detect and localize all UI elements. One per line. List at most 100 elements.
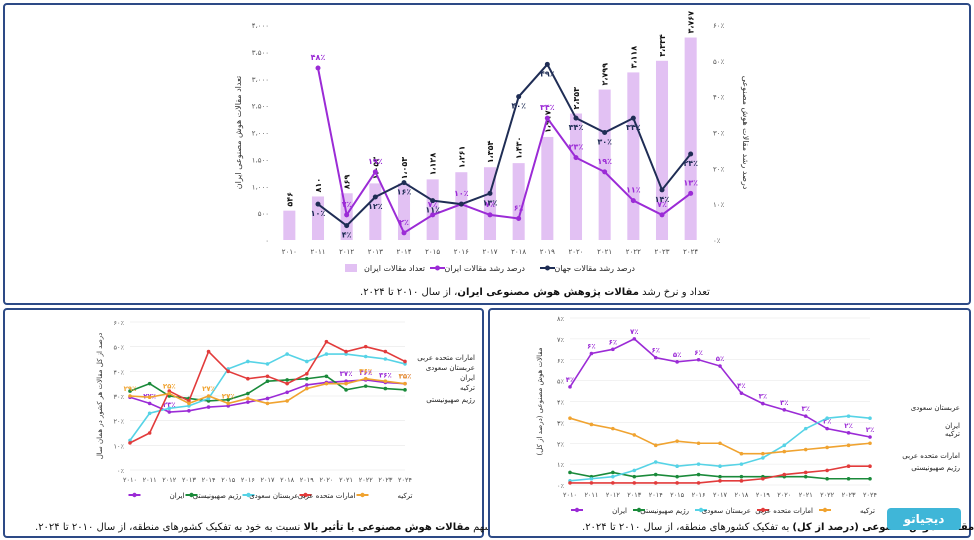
series-end-label: ترکیه <box>945 430 960 438</box>
series-point <box>632 433 637 437</box>
x-tick-label: ۲۰۱۴ <box>649 491 663 499</box>
legend-swatch-dot <box>360 492 365 498</box>
high-impact-chart-panel: ۰٪ ۱۰٪ ۲۰٪ ۳۰٪ ۴۰٪ ۵۰٪ ۶۰٪ ۲۰۱۰ ۲۰۱۱ ۲۰۱۲ ۲۰۱۳ ۲۰۱۴… <box>3 308 493 538</box>
legend-label: تعداد مقالات ایران <box>364 264 425 273</box>
line-point <box>315 201 321 207</box>
series-point <box>363 376 368 381</box>
series-point <box>403 359 407 364</box>
point-value-label: ۴٪ <box>737 382 746 390</box>
legend-swatch-dot <box>545 265 550 271</box>
br-chart-caption: مقالات هوش مصنوعی (درصد از کل) به تفکیک … <box>582 522 974 533</box>
line-point <box>401 230 407 236</box>
series-point <box>246 400 250 404</box>
series-point <box>324 374 329 379</box>
y2-tick-label: ۵۰٪ <box>713 58 725 66</box>
series-point <box>568 416 572 420</box>
x-tick-label: ۲۰۱۹ <box>756 491 770 499</box>
series-point <box>846 476 851 481</box>
line-value-label: ۱۰٪ <box>454 189 469 198</box>
series-point <box>363 344 368 349</box>
x-tick-label: ۲۰۱۹ <box>540 248 555 256</box>
legend-swatch-dot <box>303 492 308 498</box>
x-tick-label: ۲۰۱۳ <box>368 248 383 256</box>
series-point <box>803 447 808 452</box>
point-value-label: ۶٪ <box>651 347 660 355</box>
line-point <box>573 155 579 161</box>
x-tick-label: ۲۰۱۴ <box>202 476 216 484</box>
point-value-label: ۲٪ <box>844 422 853 430</box>
bar-value-label: ۱،۲۶۱ <box>457 146 466 169</box>
x-tick-label: ۲۰۱۶ <box>692 491 706 499</box>
ai-papers-share-chart: ۰٪۱٪۲٪۳٪۴٪۵٪۶٪۷٪۸٪۲۰۱۰ ۲۰۱۱ ۲۰۱۲ ۲۰۱۳ ۲۰۱۴ ۲۰… <box>536 315 960 515</box>
series-point <box>128 438 132 443</box>
series-point <box>265 396 270 401</box>
series-point <box>653 472 658 477</box>
series-point <box>632 468 637 473</box>
y-tick-label: ۱٪ <box>557 461 564 469</box>
iran-growth-line <box>317 67 692 235</box>
y-tick-label: ۱۰٪ <box>114 442 125 450</box>
series-point <box>675 464 679 469</box>
line-value-label: ۳۴٪ <box>626 123 641 132</box>
line-value-label: ۱۲٪ <box>368 202 383 211</box>
x-tick-label: ۲۰۱۰ <box>123 476 137 484</box>
line-value-label: ۳۴٪ <box>569 123 584 132</box>
series-point <box>696 357 701 362</box>
series-end-label: ترکیه <box>460 384 475 392</box>
point-value-label: ۳٪ <box>759 393 768 401</box>
legend-swatch-dot <box>822 507 828 513</box>
y-tick-label: ۱،۵۰۰ <box>252 156 269 164</box>
x-tick-label: ۲۰۲۳ <box>654 248 669 256</box>
line-value-label: ۲۳٪ <box>569 143 584 152</box>
legend-swatch-dot <box>246 492 251 498</box>
series-point <box>803 414 808 418</box>
bar-value-label: ۳،۱۱۸ <box>629 46 638 69</box>
series-point <box>128 394 132 398</box>
series-point <box>147 395 152 400</box>
bar-value-label: ۲،۳۵۳ <box>572 87 581 110</box>
series-point <box>206 349 211 354</box>
y-tick-label: ۰ <box>265 237 269 245</box>
series-point <box>167 394 172 398</box>
bar-value-label: ۸۱۰ <box>314 178 323 193</box>
y-tick-label: ۳۰٪ <box>114 393 125 401</box>
x-tick-label: ۲۰۱۲ <box>162 476 176 484</box>
line-point <box>344 223 350 229</box>
series-point <box>803 426 808 431</box>
legend-label: ایران <box>170 492 185 500</box>
series-end-label: ایران <box>945 422 960 430</box>
series-point <box>344 352 348 356</box>
line-value-label: ۱۳٪ <box>483 198 498 207</box>
series-point <box>344 381 348 386</box>
y-tick-label: ۳،۰۰۰ <box>252 76 269 84</box>
series-point <box>403 388 407 392</box>
line-value-label: ۷٪ <box>428 200 438 209</box>
y-tick-label: ۰٪ <box>557 482 564 490</box>
series-point <box>167 410 172 414</box>
series-point <box>825 445 829 450</box>
y2-tick-label: ۲۰٪ <box>713 165 725 173</box>
series-point <box>304 359 309 364</box>
series-point <box>761 401 765 406</box>
y-tick-label: ۴۰٪ <box>114 368 125 376</box>
series-point <box>226 369 231 374</box>
y-axis-title: درصد از کل مقالات هر کشور در همان سال <box>96 333 104 460</box>
y-tick-label: ۳،۵۰۰ <box>252 49 269 57</box>
series-point <box>147 431 152 435</box>
x-tick-label: ۲۰۲۲ <box>820 491 834 499</box>
legend-label: رژیم صهیونیستی <box>193 492 242 500</box>
series-point <box>363 384 368 388</box>
series-point <box>803 474 808 479</box>
top-chart-panel: ۰ ۵۰۰ ۱،۰۰۰ ۱،۵۰۰ ۲،۰۰۰ ۲،۵۰۰ ۳،۰۰۰ ۳،۵۰۰ ۴،۰۰۰ ۰… <box>3 3 971 305</box>
series-point <box>568 470 572 475</box>
line-point <box>430 212 436 218</box>
series-point <box>718 474 722 479</box>
series-point <box>383 379 388 383</box>
x-tick-label: ۲۰۱۲ <box>339 248 354 256</box>
x-tick-label: ۲۰۲۴ <box>398 476 412 484</box>
legend-label: عربستان سعودی <box>702 507 751 515</box>
y-tick-label: ۵۰۰ <box>258 210 269 218</box>
y-axis-title: مقالات هوش مصنوعی (درصد از کل) <box>536 347 544 455</box>
series-point <box>167 406 172 411</box>
line-point <box>630 198 636 204</box>
